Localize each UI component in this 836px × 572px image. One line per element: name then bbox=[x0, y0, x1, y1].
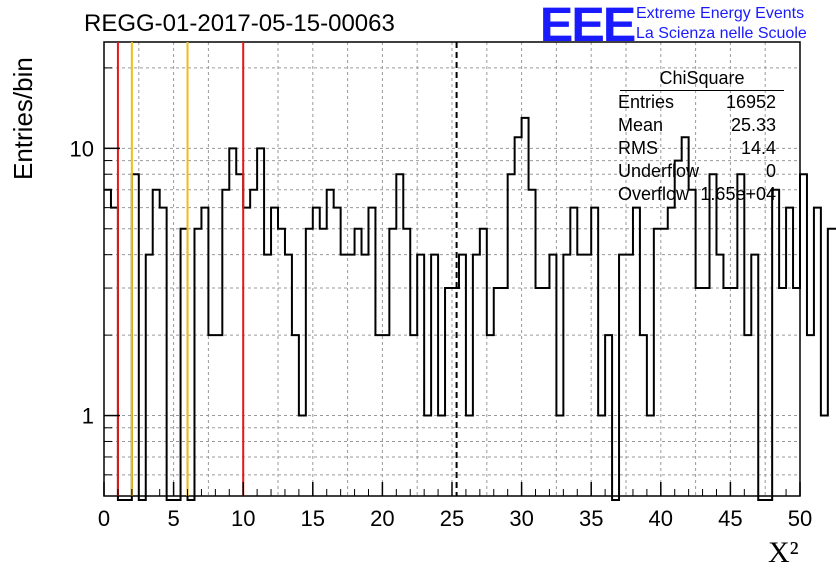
stats-row-overflow: Overflow 1.65e+04 bbox=[612, 183, 776, 206]
org-name: Extreme Energy Events La Scienza nelle S… bbox=[636, 4, 807, 44]
x-axis-label: X² bbox=[768, 536, 799, 569]
stats-row-rms: RMS 14.4 bbox=[612, 137, 776, 160]
stats-label: Overflow bbox=[618, 184, 690, 204]
stats-label: Mean bbox=[618, 115, 664, 135]
x-tick-label: 45 bbox=[718, 506, 742, 531]
x-tick-label: 35 bbox=[579, 506, 603, 531]
x-tick-label: 50 bbox=[788, 506, 812, 531]
x-tick-label: 10 bbox=[231, 506, 255, 531]
x-tick-label: 0 bbox=[98, 506, 110, 531]
chart-title: REGG-01-2017-05-15-00063 bbox=[84, 10, 395, 37]
x-tick-label: 20 bbox=[370, 506, 394, 531]
stats-label: Entries bbox=[618, 92, 675, 112]
stats-row-entries: Entries 16952 bbox=[612, 91, 776, 114]
stats-label: RMS bbox=[618, 138, 658, 158]
histogram-series bbox=[104, 116, 836, 501]
stats-box: ChiSquare Entries 16952 Mean 25.33 RMS 14.4… bbox=[612, 66, 784, 206]
stats-value: 25.33 bbox=[730, 115, 776, 135]
y-axis-label: Entries/bin bbox=[8, 57, 38, 180]
x-tick-label: 30 bbox=[509, 506, 533, 531]
x-tick-label: 40 bbox=[649, 506, 673, 531]
org-line-1: Extreme Energy Events bbox=[636, 5, 805, 22]
eee-logo: EEE bbox=[539, 0, 637, 52]
stats-value: 0 bbox=[765, 161, 776, 181]
x-tick-label: 25 bbox=[440, 506, 464, 531]
y-tick-label: 1 bbox=[82, 404, 94, 429]
stats-value: 14.4 bbox=[740, 138, 776, 158]
stats-row-mean: Mean 25.33 bbox=[612, 114, 776, 137]
stats-box-title: ChiSquare bbox=[620, 66, 784, 91]
stats-value: 1.65e+04 bbox=[700, 184, 776, 204]
stats-row-underflow: Underflow 0 bbox=[612, 160, 776, 183]
stats-label: Underflow bbox=[618, 161, 700, 181]
x-tick-label: 15 bbox=[301, 506, 325, 531]
stats-value: 16952 bbox=[725, 92, 776, 112]
y-tick-label: 10 bbox=[70, 136, 94, 161]
org-line-2: La Scienza nelle Scuole bbox=[636, 25, 807, 42]
x-tick-label: 5 bbox=[167, 506, 179, 531]
